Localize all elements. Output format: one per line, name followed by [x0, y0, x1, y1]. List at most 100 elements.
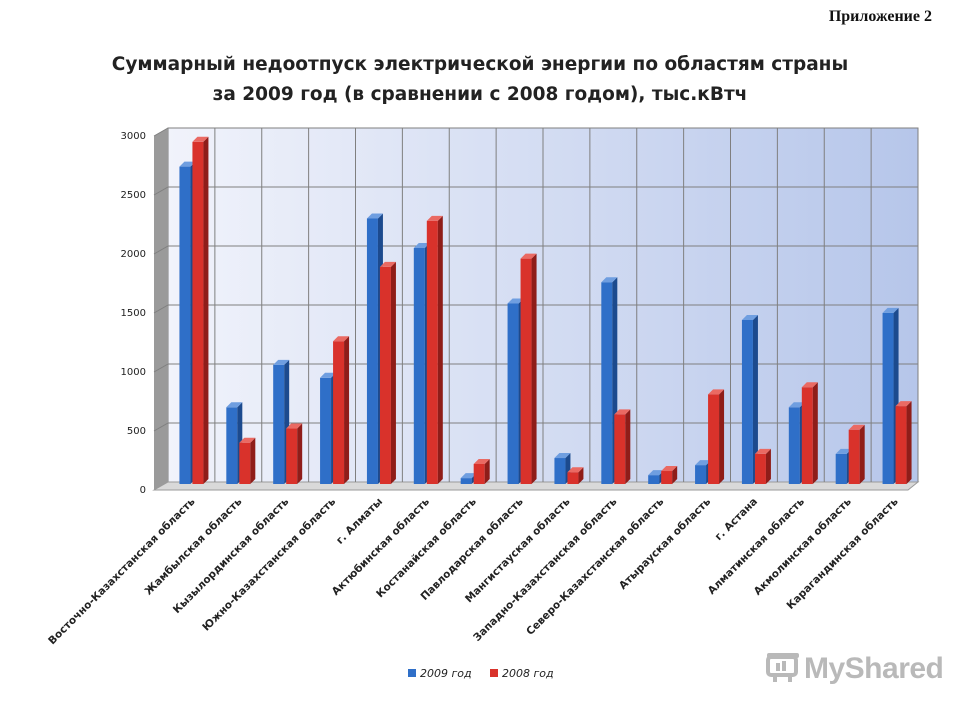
bar-front [895, 406, 907, 484]
bar-front [239, 442, 251, 484]
chart-title-line-2: за 2009 год (в сравнении с 2008 годом), … [212, 84, 748, 105]
legend-swatch [490, 669, 498, 677]
bar-top [835, 448, 852, 454]
y-tick-label: 1500 [121, 308, 146, 319]
y-tick-label: 2000 [121, 249, 146, 260]
bar-front [695, 465, 707, 484]
bar-front [273, 364, 285, 484]
bar-top [333, 336, 350, 342]
bar-front [754, 453, 766, 484]
bar-side [297, 423, 303, 484]
bar-front [848, 429, 860, 484]
x-tick-label: Алматинская область [706, 495, 808, 597]
bar-front [192, 141, 204, 485]
x-tick-label: г. Астана [713, 496, 760, 543]
bar-side [578, 467, 584, 484]
side-gridline [153, 127, 169, 137]
bar-top [554, 453, 571, 459]
bar-2009-9 [601, 277, 618, 484]
bar-2008-10 [661, 466, 678, 484]
bar-top [788, 402, 805, 408]
legend-swatch [408, 669, 416, 677]
bar-top [882, 307, 899, 313]
bar-front [601, 282, 613, 484]
bar-2008-5 [426, 215, 443, 485]
bar-top [179, 161, 196, 167]
bar-2008-2 [286, 423, 303, 484]
y-tick-label: 1000 [121, 367, 146, 378]
bar-side [437, 215, 443, 485]
bar-front [648, 475, 660, 484]
bar-2008-0 [192, 136, 209, 485]
side-gridline [153, 422, 169, 432]
bar-front [333, 341, 345, 484]
bar-front [226, 407, 238, 484]
bar-top [614, 409, 631, 415]
bar-top [379, 261, 396, 267]
logo-text: MyShared [804, 652, 944, 685]
bar-front [379, 266, 391, 484]
bar-front [614, 414, 626, 484]
bar-2009-12 [741, 314, 758, 484]
bar-side [531, 253, 537, 484]
side-gridline [153, 363, 169, 373]
bar-side [344, 336, 350, 484]
bar-2008-7 [520, 253, 537, 484]
bar-top [320, 372, 337, 378]
bar-2008-14 [848, 424, 865, 484]
bar-2008-6 [473, 458, 490, 484]
bar-front [741, 319, 753, 484]
bar-2008-12 [754, 448, 771, 484]
bar-top [895, 401, 912, 407]
bar-front [835, 453, 847, 484]
side-gridline [153, 304, 169, 314]
bar-front [788, 407, 800, 484]
bar-2008-8 [567, 467, 584, 484]
bar-side [752, 314, 758, 484]
x-tick-label: Актюбинская область [330, 495, 432, 597]
x-tick-label: Атырауская область [617, 495, 714, 592]
bar-side [203, 136, 209, 485]
bar-side [625, 409, 631, 484]
bar-2008-13 [801, 382, 818, 484]
bar-top [741, 314, 758, 320]
y-tick-label: 3000 [121, 131, 146, 142]
bar-top [661, 466, 678, 472]
bar-top [366, 213, 383, 219]
bar-top [273, 359, 290, 365]
bar-2008-15 [895, 401, 912, 484]
bar-top [226, 402, 243, 408]
legend-label: 2009 год [420, 667, 472, 680]
bar-front [661, 471, 673, 484]
appendix-label: Приложение 2 [828, 8, 932, 25]
x-tick-label: Акмолинская область [752, 495, 854, 597]
side-gridline [153, 245, 169, 255]
side-gridline [153, 186, 169, 196]
bar-top [695, 460, 712, 466]
bar-top [848, 424, 865, 430]
bar-side [765, 448, 771, 484]
bar-front [554, 458, 566, 484]
bar-side [719, 389, 725, 484]
bar-top [754, 448, 771, 454]
bar-front [567, 472, 579, 484]
bar-top [507, 298, 524, 304]
bar-top [520, 253, 537, 259]
logo: MyShared [766, 652, 944, 686]
bar-top [413, 243, 430, 248]
bars [179, 136, 912, 485]
bar-2008-11 [708, 389, 725, 484]
y-axis: 0 500 1000 1500 2000 2500 3000 [121, 131, 146, 496]
bar-front [366, 218, 378, 484]
bar-front [460, 478, 472, 484]
bar-side [859, 424, 865, 484]
legend: 2009 год 2008 год [408, 667, 554, 680]
bar-2008-4 [379, 261, 396, 484]
bar-top [801, 382, 818, 388]
bar-front [507, 303, 519, 484]
bar-top [648, 470, 665, 476]
bar-side [250, 437, 256, 484]
x-tick-label: г. Алматы [334, 496, 385, 547]
plot-floor [152, 481, 920, 491]
